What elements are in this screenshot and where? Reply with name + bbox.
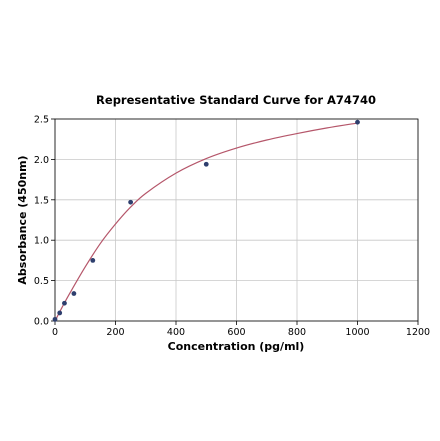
data-point	[90, 258, 96, 263]
x-tick-label: 200	[106, 327, 124, 338]
y-tick-label: 2.5	[34, 115, 49, 126]
fit-curve-group	[54, 122, 358, 322]
x-tick-label: 600	[227, 327, 245, 338]
axis-ticks: 0 200 400 600 800 1000 1200 0.0 0.5 1.0 1.5 2.0 2.5	[34, 115, 430, 339]
y-tick-label: 1.0	[34, 236, 49, 247]
y-tick-label: 0.5	[34, 276, 49, 287]
data-point	[71, 291, 77, 296]
y-axis-label: Absorbance (450nm)	[16, 155, 29, 284]
data-point	[203, 161, 209, 167]
x-tick-label: 800	[288, 327, 306, 338]
data-point	[62, 300, 67, 306]
x-tick-label: 400	[167, 327, 185, 338]
grid-lines	[54, 118, 419, 322]
x-tick-label: 0	[52, 327, 58, 338]
x-axis-label: Concentration (pg/ml)	[168, 340, 305, 353]
y-tick-label: 1.5	[34, 195, 49, 206]
data-points	[52, 119, 360, 322]
data-point	[52, 316, 58, 322]
fit-curve	[54, 122, 358, 322]
x-tick-label: 1000	[345, 327, 369, 338]
chart-title: Representative Standard Curve for A74740	[96, 93, 376, 107]
data-point	[355, 119, 360, 125]
y-tick-label: 2.0	[34, 155, 49, 166]
x-tick-label: 1200	[406, 327, 430, 338]
data-point	[128, 199, 134, 205]
data-point	[57, 310, 63, 316]
y-tick-label: 0.0	[34, 317, 49, 328]
